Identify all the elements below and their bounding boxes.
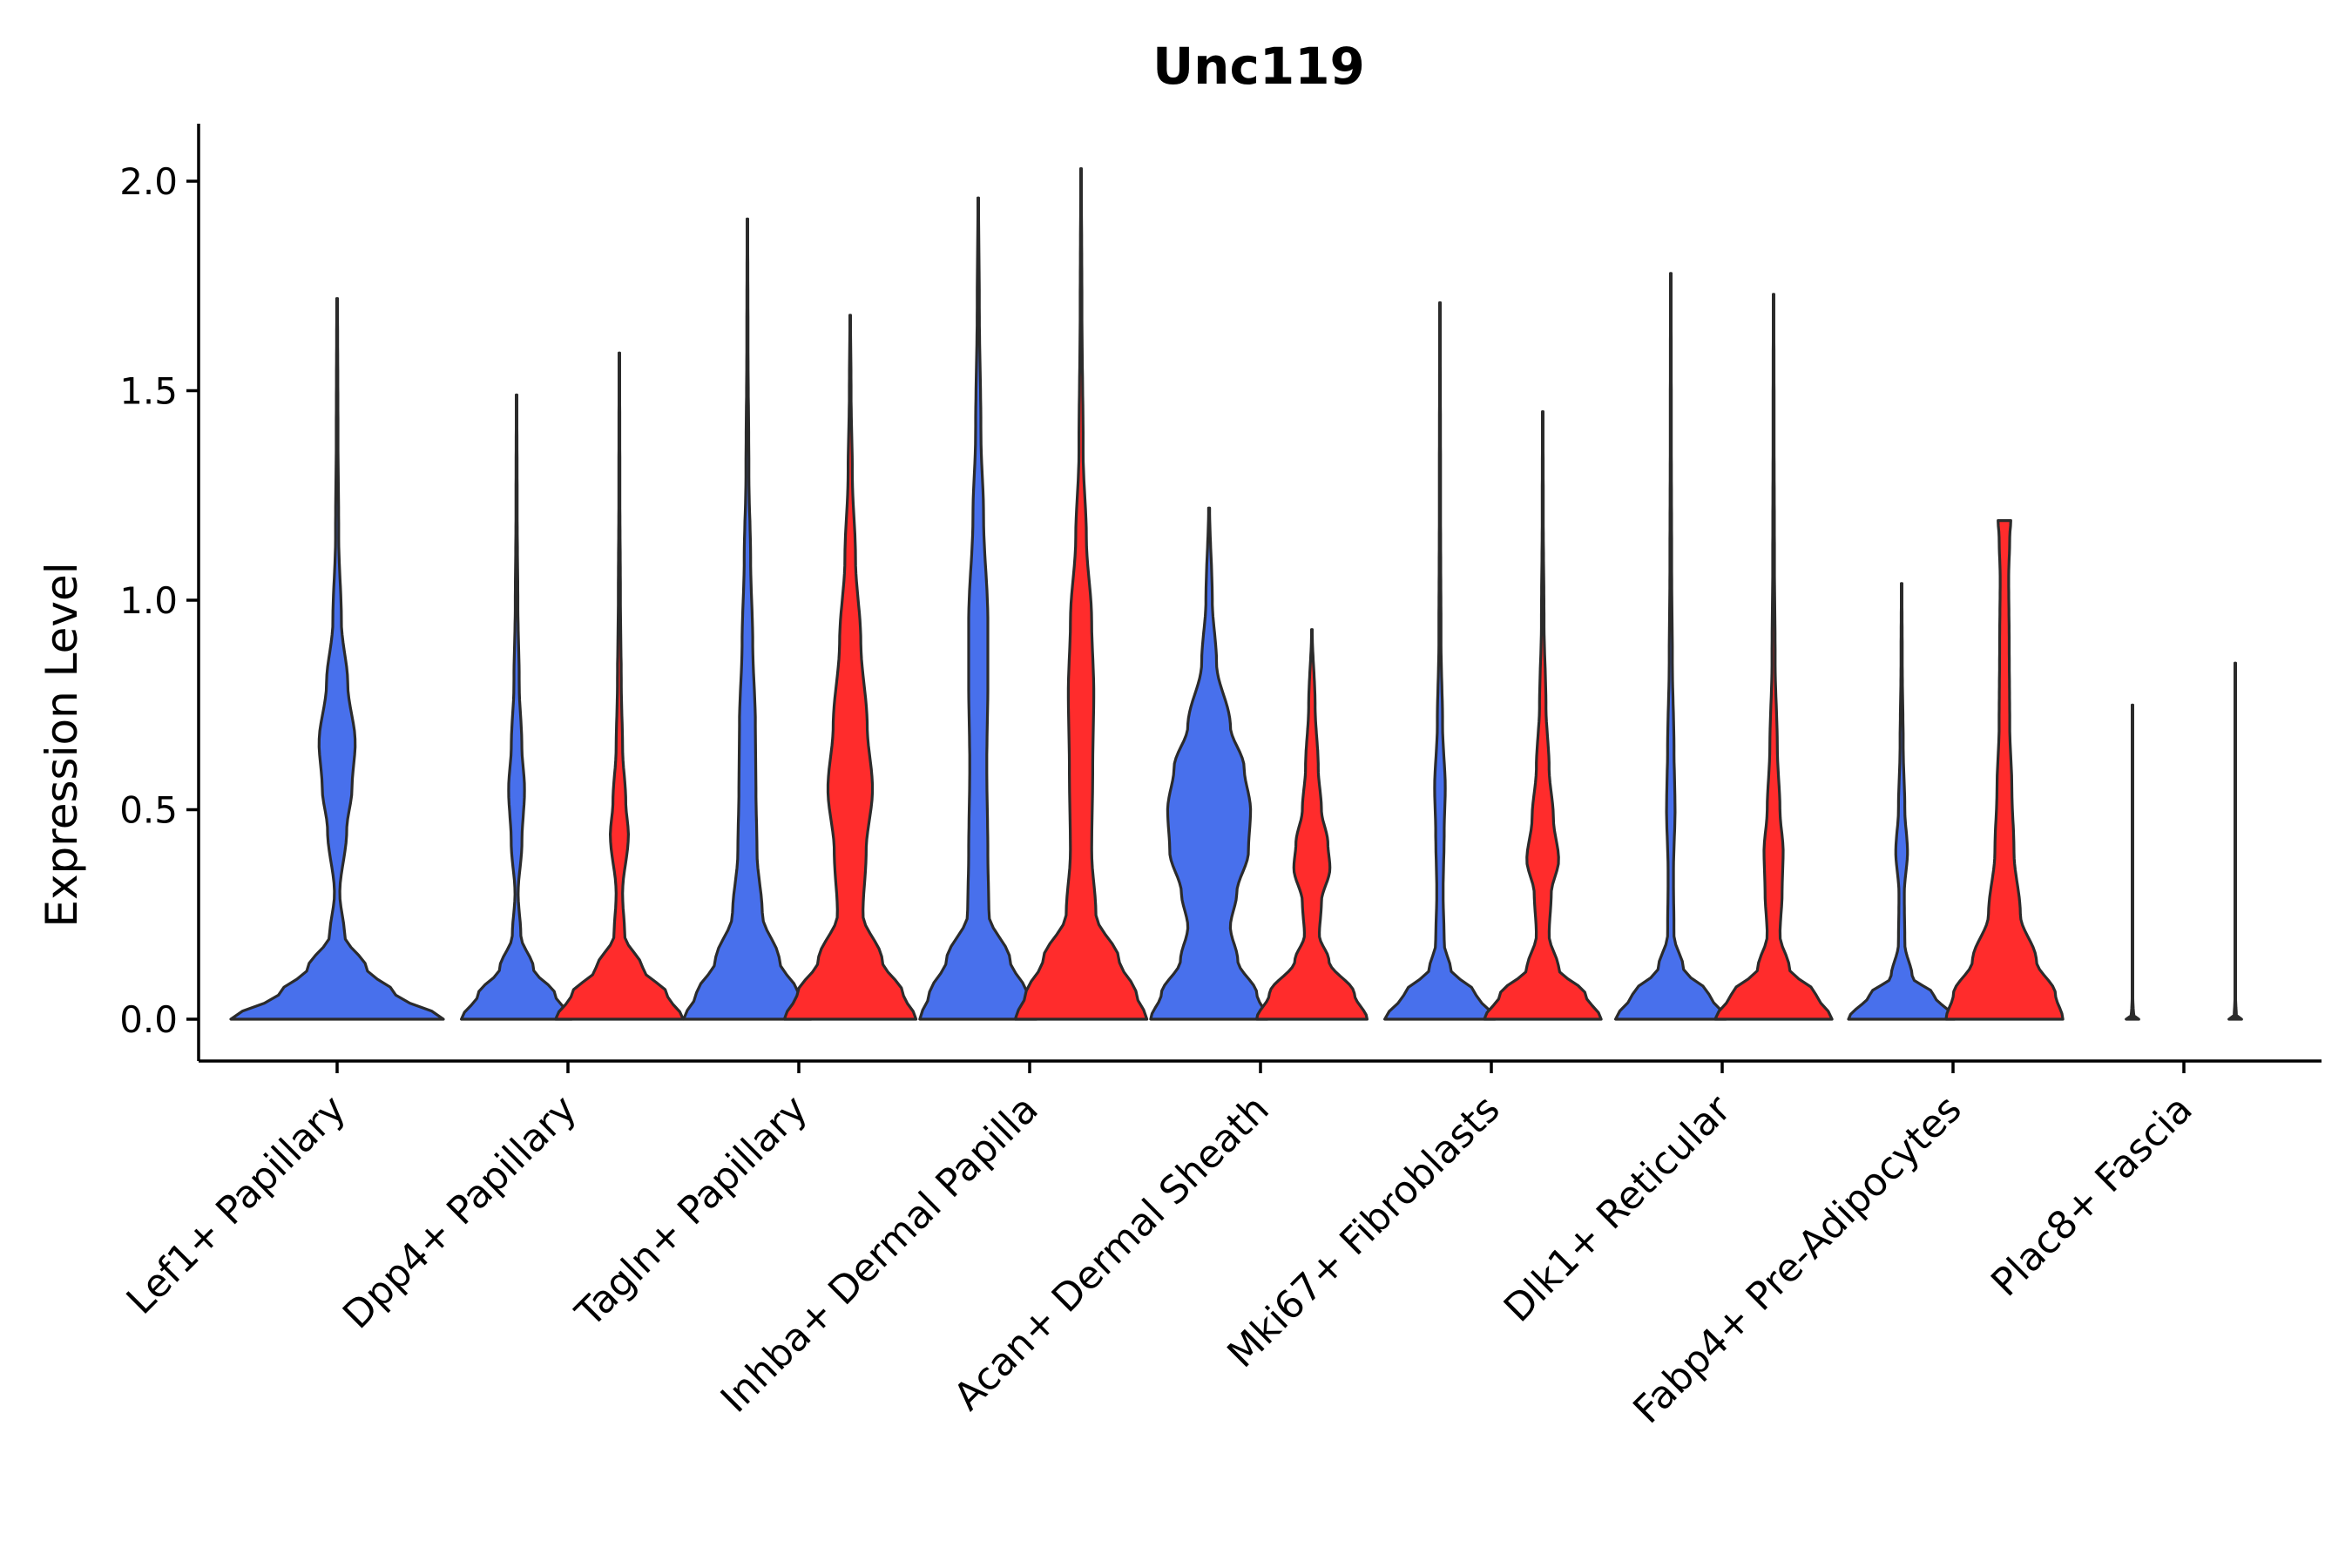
- y-axis-title: Expression Level: [37, 562, 87, 927]
- violin-3-1: [682, 217, 813, 1021]
- violin-3-2: [782, 314, 918, 1021]
- x-tick-label: Lef1+ Papillary: [118, 1087, 355, 1323]
- y-tick-label: 1.5: [119, 370, 178, 413]
- violin-4-1: [918, 196, 1038, 1021]
- violin-8-2: [1944, 519, 2065, 1021]
- violin-5-2: [1255, 628, 1369, 1021]
- violin-4-2: [1013, 167, 1149, 1021]
- violin-1-1: [229, 297, 445, 1021]
- chart-title: Unc119: [1152, 37, 1365, 96]
- x-tick-label: Dlk1+ Reticular: [1496, 1086, 1740, 1331]
- violin-9-1: [2125, 703, 2140, 1021]
- violin-6-2: [1483, 410, 1603, 1021]
- violin-6-1: [1383, 301, 1497, 1021]
- x-tick-label: Tagln+ Papillary: [567, 1087, 816, 1336]
- violin-7-2: [1713, 293, 1834, 1021]
- violin-7-1: [1614, 272, 1727, 1021]
- x-tick-label: Dpp4+ Papillary: [335, 1087, 585, 1338]
- violin-8-1: [1847, 582, 1957, 1021]
- y-tick-label: 1.0: [119, 579, 178, 622]
- violins-layer: [229, 167, 2243, 1021]
- y-tick-label: 0.5: [119, 789, 178, 832]
- violin-9-2: [2227, 661, 2243, 1021]
- violin-2-1: [460, 393, 573, 1021]
- x-tick-label: Plac8+ Fascia: [1983, 1087, 2201, 1306]
- y-tick-label: 0.0: [119, 998, 178, 1041]
- violin-2-2: [554, 351, 685, 1021]
- y-tick-label: 2.0: [119, 160, 178, 203]
- violin-5-1: [1149, 506, 1269, 1021]
